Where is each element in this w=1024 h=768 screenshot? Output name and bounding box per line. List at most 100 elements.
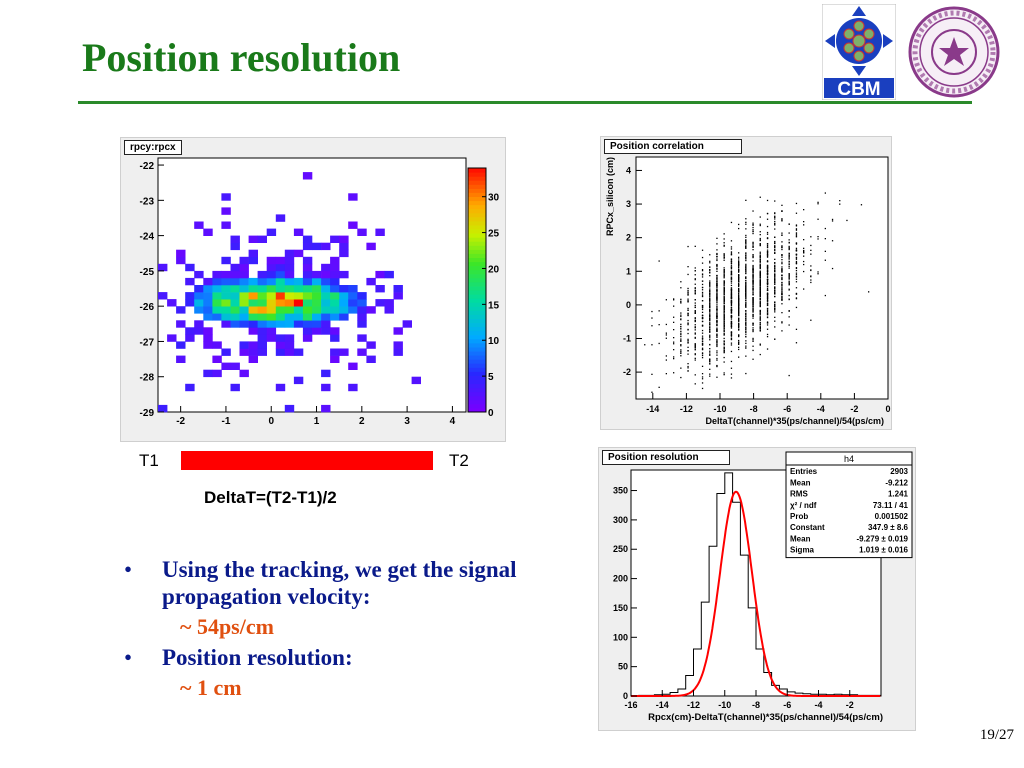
heatmap-cell	[230, 242, 240, 251]
histogram-y-tick-label: 0	[623, 691, 628, 701]
heatmap-cell	[321, 404, 331, 413]
scatter-point	[745, 277, 747, 279]
stats-row-value: -9.279 ± 0.019	[856, 534, 908, 543]
scatter-point	[730, 276, 733, 278]
scatter-point	[730, 304, 733, 306]
heatmap-cell	[275, 320, 286, 328]
scatter-point	[716, 324, 718, 326]
scatter-point	[694, 304, 696, 307]
stats-row-label: Sigma	[790, 546, 815, 555]
scatter-point	[752, 310, 754, 313]
heatmap-cell	[357, 348, 367, 356]
scatter-point	[716, 319, 718, 322]
scatter-point	[766, 233, 769, 235]
scatter-point	[766, 294, 769, 296]
scatter-point	[759, 270, 761, 272]
scatter-point	[687, 298, 689, 300]
scatter-point	[788, 310, 790, 312]
scatter-point	[759, 318, 761, 320]
scatter-point	[738, 313, 740, 316]
scatter-point	[752, 282, 754, 285]
scatter-point	[730, 289, 733, 291]
scatter-point	[759, 254, 761, 257]
heatmap-cell	[221, 277, 231, 286]
scatter-point	[709, 317, 711, 319]
scatter-point	[723, 291, 725, 293]
scatter-point	[730, 271, 733, 273]
scatter-point	[759, 275, 761, 277]
colorbar-tick-label: 20	[488, 264, 500, 275]
heatmap-cell	[384, 299, 394, 307]
colorbar-tick-label: 0	[488, 408, 494, 419]
scatter-point	[716, 296, 718, 298]
scatter-point	[824, 259, 826, 261]
scatter-point	[795, 249, 798, 251]
scatter-point	[803, 251, 805, 253]
histogram-y-tick-label: 300	[613, 515, 628, 525]
heatmap-cell	[357, 228, 367, 236]
scatter-point	[687, 338, 689, 340]
scatter-point	[795, 247, 798, 249]
scatter-point	[752, 297, 754, 299]
scatter-point	[730, 254, 733, 256]
scatter-point	[716, 339, 718, 341]
colorbar-segment	[468, 379, 486, 385]
scatter-point	[745, 221, 747, 223]
colorbar-segment	[468, 220, 486, 226]
scatter-point	[752, 302, 754, 304]
scatter-point	[701, 305, 704, 307]
heatmap-cell	[275, 334, 286, 342]
scatter-point	[766, 302, 769, 304]
scatter-point	[701, 295, 704, 298]
heatmap-cell	[293, 285, 304, 293]
scatter-point	[723, 271, 725, 273]
scatter-point	[738, 256, 740, 258]
stats-row-value: 0.001502	[875, 512, 909, 521]
scatter-point	[752, 337, 754, 340]
scatter-point	[716, 327, 718, 329]
scatter-point	[781, 289, 783, 291]
scatter-point	[781, 247, 783, 249]
scatter-point	[709, 254, 711, 256]
scatter-point	[730, 295, 733, 297]
histogram-steps	[631, 472, 882, 697]
scatter-point	[673, 358, 675, 360]
scatter-point	[788, 246, 790, 249]
heatmap-cell	[185, 327, 195, 335]
scatter-point	[723, 255, 725, 257]
scatter-point	[723, 254, 725, 256]
scatter-title: Position correlation	[604, 139, 742, 154]
scatter-point	[694, 270, 696, 272]
scatter-point	[694, 290, 696, 292]
scatter-point	[774, 228, 776, 230]
scatter-point	[716, 359, 718, 361]
scatter-point	[738, 264, 740, 266]
cbm-logo-text: CBM	[837, 79, 880, 100]
scatter-point	[752, 266, 754, 268]
scatter-point	[774, 218, 776, 220]
colorbar-segment	[468, 261, 486, 267]
heatmap-cell	[203, 313, 213, 321]
scatter-point	[795, 267, 798, 270]
scatter-point	[752, 268, 754, 270]
scatter-point	[687, 346, 689, 348]
scatter-point	[680, 298, 682, 300]
scatter-point	[716, 289, 718, 292]
scatter-point	[723, 244, 725, 246]
scatter-point	[723, 350, 725, 352]
scatter-point	[766, 298, 769, 301]
heatmap-cell	[221, 362, 231, 370]
heatmap-cell	[312, 299, 322, 307]
scatter-point	[716, 249, 718, 251]
scatter-point	[759, 272, 761, 274]
scatter-point	[788, 298, 790, 301]
scatter-point	[701, 329, 704, 332]
scatter-point	[694, 349, 696, 351]
scatter-point	[745, 318, 747, 320]
scatter-point	[781, 297, 783, 299]
scatter-point	[694, 320, 696, 323]
scatter-point	[709, 318, 711, 320]
scatter-point	[788, 245, 790, 248]
scatter-point	[665, 299, 667, 301]
scatter-y-label: RPCx_silicon (cm)	[605, 157, 615, 236]
